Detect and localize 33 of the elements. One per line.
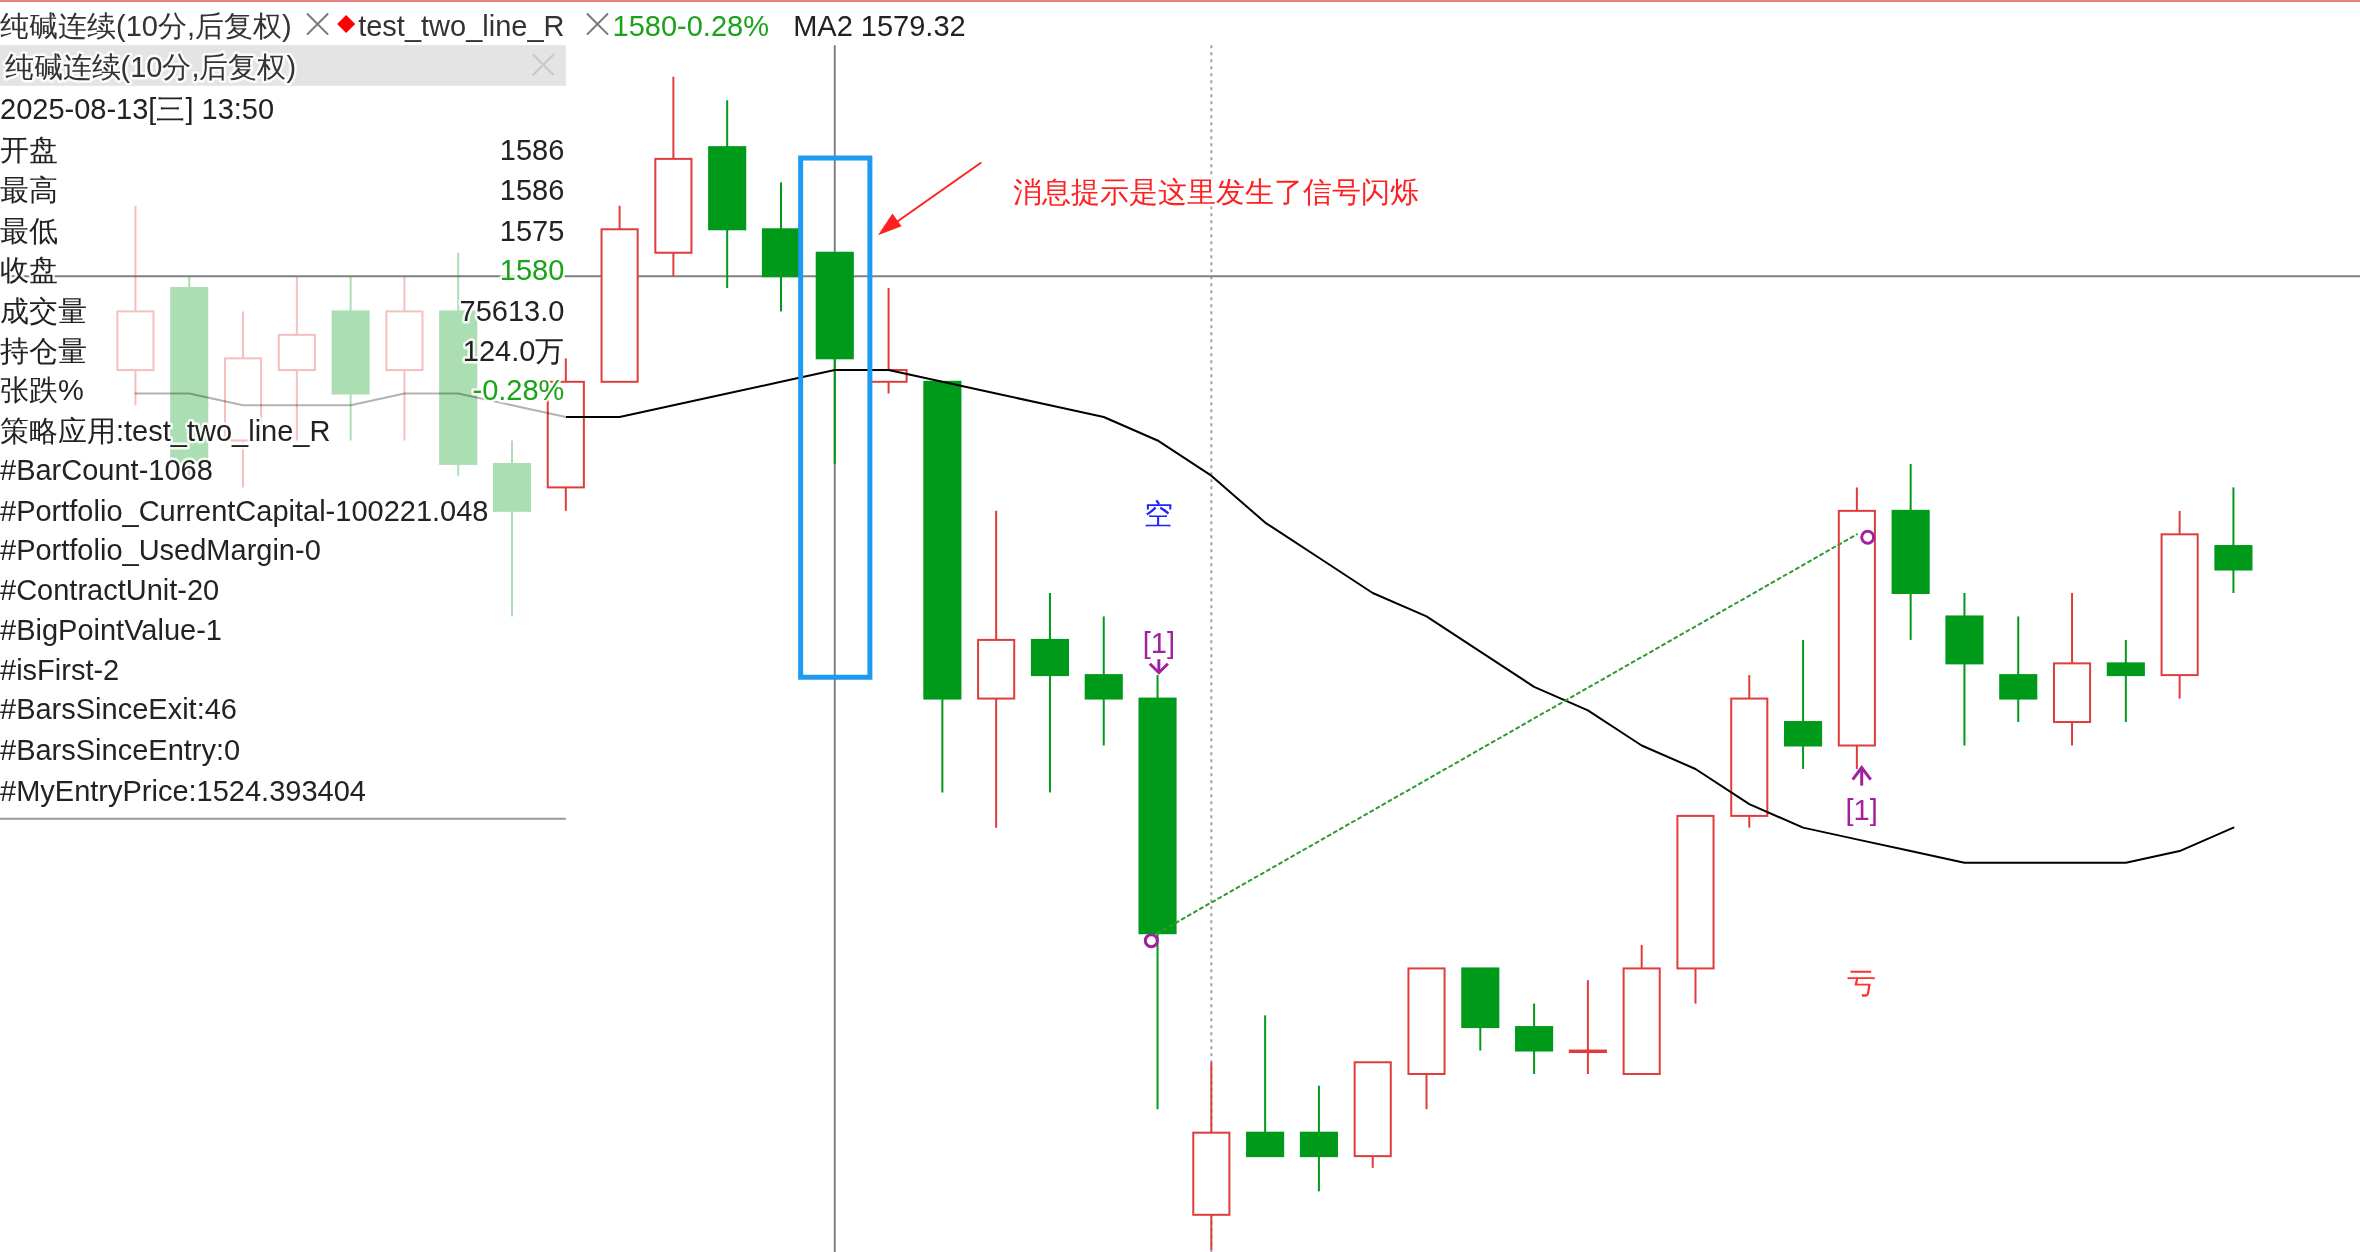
annotation: 策略应用:test_two_line_R (0, 414, 331, 447)
text: 最低 (0, 214, 58, 247)
text: test_two_line_R (358, 10, 565, 43)
annotation: #MyEntryPrice:1524.393404 (0, 774, 366, 807)
text: MA2 1579.32 (793, 10, 966, 43)
annotation: #ContractUnit-20 (0, 574, 220, 607)
chart-title: 纯碱连续(10分,后复权) (0, 10, 292, 43)
annotation: 1586 (499, 174, 565, 207)
annotation: 2025-08-13[三] 13:50 (0, 92, 275, 125)
annotation: 纯碱连续(10分,后复权) (4, 50, 297, 83)
annotation: 1575 (499, 214, 565, 247)
annotation: [1] (1845, 794, 1878, 827)
text: 开盘 (0, 133, 58, 166)
annotation: 1586 (499, 133, 565, 166)
annotation: #isFirst-2 (0, 654, 120, 687)
text: 持仓量 (0, 335, 87, 368)
annotation: [1] (1142, 627, 1175, 660)
annotation: #BarsSinceExit:46 (0, 693, 237, 726)
annotation: #BarCount-1068 (0, 454, 213, 487)
text: 成交量 (0, 294, 87, 327)
annotation: 亏 (1847, 967, 1877, 1000)
text: 张跌% (0, 374, 84, 407)
annotation: 空 (1144, 497, 1174, 530)
annotation: 124.0万 (462, 335, 565, 368)
annotation: #BarsSinceEntry:0 (0, 734, 241, 767)
annotation: #Portfolio_UsedMargin-0 (0, 533, 321, 566)
annotation: #BigPointValue-1 (0, 613, 222, 646)
text: 1580-0.28% (612, 10, 769, 43)
annotation: 消息提示是这里发生了信号闪烁 (1012, 175, 1419, 208)
annotation: 75613.0 (459, 294, 565, 327)
annotation: #Portfolio_CurrentCapital-100221.048 (0, 494, 489, 527)
text: 最高 (0, 174, 58, 207)
candlestick (2106, 638, 2145, 724)
